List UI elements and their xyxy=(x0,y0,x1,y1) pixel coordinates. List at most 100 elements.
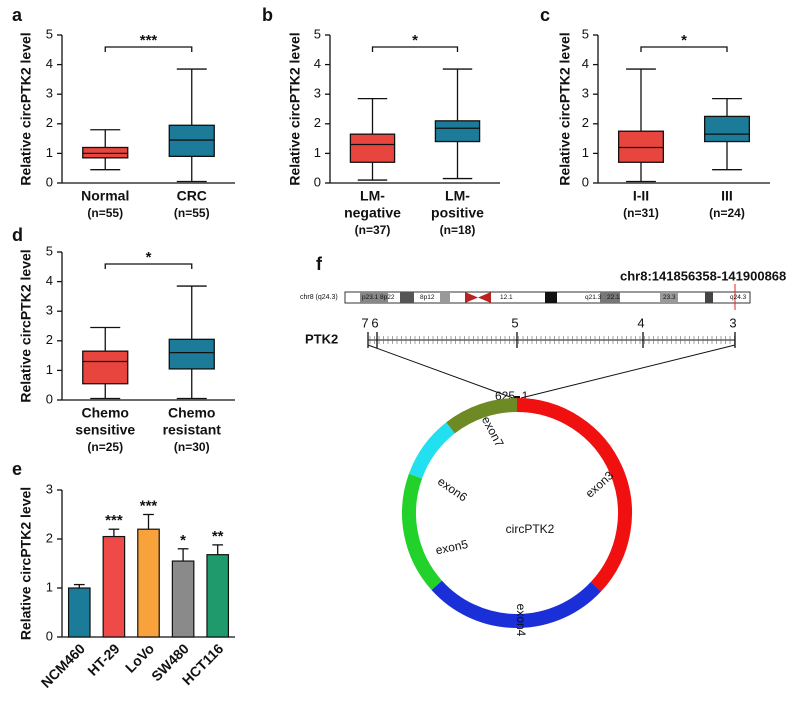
y-axis-label: Relative circPTK2 level xyxy=(557,32,573,185)
y-tick-label: 1 xyxy=(314,145,321,160)
y-tick-label: 0 xyxy=(46,174,53,189)
exon-label: exon6 xyxy=(435,474,470,504)
y-tick-label: 5 xyxy=(46,26,53,41)
significance: * xyxy=(681,32,687,49)
x-tick-label: Chemo xyxy=(82,405,129,421)
significance-bracket xyxy=(104,263,193,269)
panel-label: e xyxy=(12,459,22,479)
significance: ** xyxy=(212,528,224,545)
ideogram-band xyxy=(400,292,414,303)
n-label: (n=37) xyxy=(355,223,391,237)
y-tick-label: 1 xyxy=(46,579,53,594)
box xyxy=(703,115,751,143)
significance: *** xyxy=(105,512,123,529)
x-tick-label: sensitive xyxy=(75,422,135,438)
box xyxy=(168,338,215,370)
chart-panel: a Relative circPTK2 level 0 1 2 3 4 5 Normal (n=5… xyxy=(12,5,235,220)
y-tick-label: 3 xyxy=(314,86,321,101)
band-label: 12.1 xyxy=(500,294,513,301)
box xyxy=(82,146,129,159)
x-tick-label: negative xyxy=(344,205,401,221)
y-axis-label: Relative circPTK2 level xyxy=(287,32,303,185)
bar xyxy=(206,554,230,638)
band-label: q21.3 xyxy=(585,294,602,301)
band-label: 23.3 xyxy=(663,294,676,301)
y-tick-label: 2 xyxy=(46,530,53,545)
y-axis-label: Relative circPTK2 level xyxy=(18,487,34,640)
exon-label: exon4 xyxy=(514,604,528,637)
y-tick-label: 5 xyxy=(582,26,589,41)
exon-arc xyxy=(446,398,518,434)
exon-arc xyxy=(516,398,632,592)
exon-label: exon7 xyxy=(479,414,507,450)
panel-label: c xyxy=(540,5,550,25)
x-tick-label: CRC xyxy=(177,188,207,204)
y-tick-label: 3 xyxy=(46,86,53,101)
n-label: (n=31) xyxy=(623,206,659,220)
y-tick-label: 5 xyxy=(46,243,53,258)
panel-label: b xyxy=(262,5,273,25)
bar xyxy=(137,528,160,638)
y-tick-label: 0 xyxy=(314,174,321,189)
box xyxy=(168,124,215,158)
n-label: (n=55) xyxy=(87,206,123,220)
chromosome-label: chr8 (q24.3) xyxy=(300,294,338,301)
y-axis-label: Relative circPTK2 level xyxy=(18,249,34,402)
x-tick-label: LM- xyxy=(360,188,385,204)
ideogram-band xyxy=(360,292,388,303)
x-tick-label: NCM460 xyxy=(38,640,89,691)
gene-label: PTK2 xyxy=(305,331,338,346)
band-label: 8p12 xyxy=(420,294,435,301)
n-label: (n=18) xyxy=(440,223,476,237)
y-tick-label: 2 xyxy=(46,115,53,130)
y-tick-label: 2 xyxy=(314,115,321,130)
y-tick-label: 0 xyxy=(46,391,53,406)
panel-label: f xyxy=(316,254,323,274)
significance-bracket xyxy=(104,46,193,52)
significance: * xyxy=(180,532,186,549)
y-tick-label: 3 xyxy=(46,303,53,318)
bar xyxy=(102,535,126,638)
y-tick-label: 3 xyxy=(582,86,589,101)
y-tick-label: 4 xyxy=(314,56,321,71)
exon-number: 7 xyxy=(361,315,368,330)
ideogram-band xyxy=(600,292,620,303)
x-tick-label: HT-29 xyxy=(84,640,122,678)
box xyxy=(349,133,396,163)
significance-bracket xyxy=(371,46,459,52)
exon-number: 3 xyxy=(729,315,736,330)
y-tick-label: 0 xyxy=(582,174,589,189)
y-tick-label: 4 xyxy=(46,273,53,288)
exon-arc xyxy=(402,473,443,590)
ideogram-band xyxy=(545,292,557,303)
bar xyxy=(67,587,91,638)
panel-label: a xyxy=(12,5,23,25)
y-tick-label: 4 xyxy=(582,56,589,71)
ideogram-band xyxy=(705,292,713,303)
y-tick-label: 1 xyxy=(46,362,53,377)
center-label: circPTK2 xyxy=(506,522,555,536)
exon-number: 5 xyxy=(511,315,518,330)
significance: *** xyxy=(140,32,158,49)
significance: * xyxy=(146,249,152,266)
band-label: 22.1 xyxy=(607,294,620,301)
exon-number: 4 xyxy=(637,315,644,330)
y-tick-label: 4 xyxy=(46,56,53,71)
y-tick-label: 2 xyxy=(46,332,53,347)
band-label: q24.3 xyxy=(730,294,747,301)
exon-label: exon5 xyxy=(434,537,469,558)
x-tick-label: resistant xyxy=(163,422,222,438)
box xyxy=(434,120,481,143)
x-tick-label: positive xyxy=(431,205,484,221)
centromere xyxy=(478,292,491,303)
n-label: (n=55) xyxy=(174,206,210,220)
y-tick-label: 3 xyxy=(46,481,53,496)
zoom-line xyxy=(520,344,736,399)
y-tick-label: 1 xyxy=(46,145,53,160)
n-label: (n=24) xyxy=(709,206,745,220)
x-tick-label: Chemo xyxy=(168,405,215,421)
band-label: 8p22 xyxy=(380,294,395,301)
panel-label: d xyxy=(12,225,23,245)
